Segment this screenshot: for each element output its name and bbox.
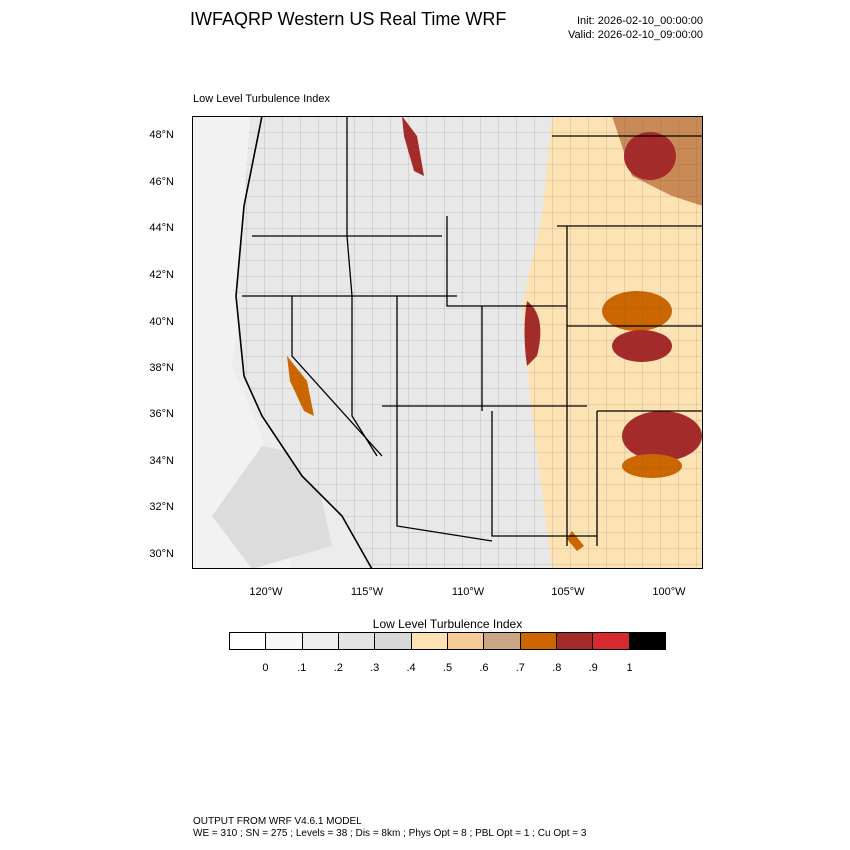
colorbar-label: .8 xyxy=(552,662,562,674)
map-frame xyxy=(192,116,703,569)
colorbar-label: .1 xyxy=(297,662,307,674)
colorbar-label: .7 xyxy=(515,662,525,674)
colorbar-label: 1 xyxy=(626,662,633,674)
model-config: WE = 310 ; SN = 275 ; Levels = 38 ; Dis … xyxy=(193,828,587,839)
turbulence-map xyxy=(192,116,703,569)
colorbar-label: .3 xyxy=(370,662,380,674)
lon-label-115: 115°W xyxy=(350,586,384,598)
model-version: OUTPUT FROM WRF V4.6.1 MODEL xyxy=(193,816,362,827)
lat-label-34: 34°N xyxy=(149,455,174,467)
state-boundaries xyxy=(242,116,703,546)
colorbar-box xyxy=(628,633,665,649)
lat-label-38: 38°N xyxy=(149,362,174,374)
colorbar-label: .4 xyxy=(406,662,416,674)
valid-time: Valid: 2026-02-10_09:00:00 xyxy=(568,29,703,41)
lon-label-120: 120°W xyxy=(249,586,283,598)
colorbar-box xyxy=(592,633,629,649)
colorbar-box xyxy=(555,633,593,649)
colorbar-label: 0 xyxy=(262,662,269,674)
colorbar xyxy=(229,632,666,650)
colorbar-label: .2 xyxy=(333,662,343,674)
colorbar-box xyxy=(410,633,447,649)
lat-label-36: 36°N xyxy=(149,408,174,420)
county-lines xyxy=(236,116,703,569)
colorbar-box xyxy=(446,633,484,649)
lat-label-40: 40°N xyxy=(149,316,174,328)
init-time: Init: 2026-02-10_00:00:00 xyxy=(577,15,703,27)
colorbar-box xyxy=(337,633,375,649)
colorbar-label: .5 xyxy=(442,662,453,674)
lat-label-30: 30°N xyxy=(149,548,174,560)
pacific-light-band xyxy=(192,116,292,569)
lat-label-48: 48°N xyxy=(149,129,174,141)
plot-title: IWFAQRP Western US Real Time WRF xyxy=(190,9,507,29)
run-times: Init: 2026-02-10_00:00:00 Valid: 2026-02… xyxy=(568,14,703,42)
colorbar-box xyxy=(483,633,520,649)
colorbar-label: .9 xyxy=(588,662,598,674)
colorbar-title: Low Level Turbulence Index xyxy=(372,617,523,631)
lat-label-44: 44°N xyxy=(149,222,174,234)
map-subtitle: Low Level Turbulence Index xyxy=(193,93,330,105)
colorbar-box xyxy=(230,633,266,649)
lon-label-105: 105°W xyxy=(551,586,585,598)
lat-label-46: 46°N xyxy=(149,176,174,188)
colorbar-box xyxy=(301,633,338,649)
lat-label-42: 42°N xyxy=(149,269,174,281)
colorbar-box xyxy=(519,633,556,649)
coastline xyxy=(235,116,373,569)
lat-label-32: 32°N xyxy=(149,501,174,513)
colorbar-label: .6 xyxy=(479,662,489,674)
model-info: OUTPUT FROM WRF V4.6.1 MODEL WE = 310 ; … xyxy=(193,816,586,840)
lon-label-100: 100°W xyxy=(652,586,686,598)
colorbar-box xyxy=(265,633,302,649)
colorbar-box xyxy=(374,633,411,649)
lon-label-110: 110°W xyxy=(451,586,485,598)
